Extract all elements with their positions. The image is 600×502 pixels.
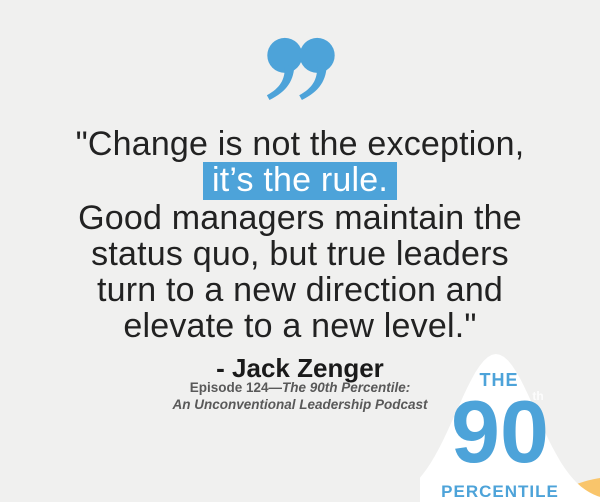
svg-text:th: th xyxy=(532,389,543,403)
svg-text:PERCENTILE: PERCENTILE xyxy=(441,482,559,501)
